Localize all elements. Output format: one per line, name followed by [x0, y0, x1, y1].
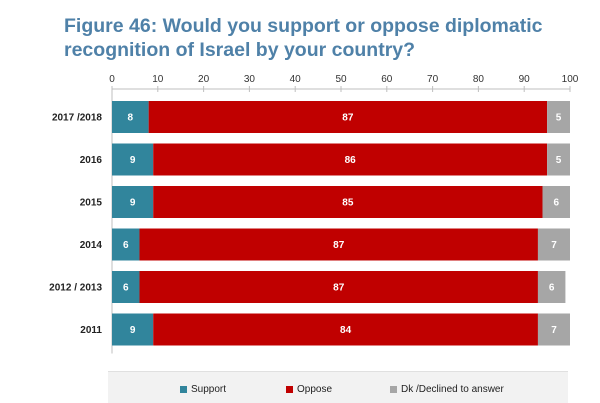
data-label: 5: [556, 113, 562, 124]
data-label: 7: [551, 325, 557, 336]
bar-segment-dk-declined-to-answer: [547, 101, 570, 133]
bar-segment-dk-declined-to-answer: [537, 228, 570, 261]
legend-item-support: Support: [180, 384, 226, 395]
bar-segment-oppose: [153, 186, 543, 218]
data-label: 5: [556, 155, 562, 166]
y-axis: 2017 /2018 2016 2015 2014 2012 / 2013 2011: [49, 89, 113, 354]
x-tick-label: 50: [335, 74, 347, 85]
bar-segment-oppose: [139, 271, 538, 303]
chart-title-line-1: Figure 46: Would you support or oppose d…: [64, 15, 543, 37]
bar-segment-dk-declined-to-answer: [547, 143, 570, 176]
legend-swatch-oppose: [286, 386, 293, 393]
data-label: 85: [342, 198, 354, 209]
x-tick-label: 100: [562, 74, 579, 85]
bar-segment-dk-declined-to-answer: [537, 271, 566, 303]
x-tick-label: 40: [290, 74, 302, 85]
legend-item-dk: Dk /Declined to answer: [390, 384, 504, 395]
x-tick-label: 10: [152, 74, 164, 85]
bar-segment-dk-declined-to-answer: [537, 313, 570, 346]
legend-swatch-dk: [390, 386, 397, 393]
bar-segment-oppose: [139, 228, 538, 261]
data-label: 87: [333, 283, 345, 294]
x-tick-label: 0: [109, 74, 115, 85]
data-label: 9: [130, 325, 136, 336]
category-label: 2011: [80, 325, 102, 336]
bar-segment-oppose: [148, 101, 548, 133]
bar-segment-support: [112, 101, 149, 133]
legend: Support Oppose Dk /Declined to answer: [108, 371, 568, 403]
legend-swatch-support: [180, 386, 187, 393]
bar-segment-oppose: [153, 313, 538, 346]
category-label: 2014: [80, 240, 103, 251]
category-label: 2016: [80, 155, 103, 166]
bar-segment-support: [112, 228, 140, 261]
bar-segment-support: [112, 271, 140, 303]
chart-title: Figure 46: Would you support or oppose d…: [64, 14, 584, 62]
legend-label-dk: Dk /Declined to answer: [401, 384, 504, 395]
data-label: 7: [551, 240, 557, 251]
data-label: 9: [130, 198, 136, 209]
data-label: 87: [342, 113, 354, 124]
data-label: 84: [340, 325, 352, 336]
data-label: 6: [553, 198, 559, 209]
x-tick-label: 80: [473, 74, 485, 85]
x-tick-label: 70: [427, 74, 439, 85]
bar-segment-dk-declined-to-answer: [542, 186, 570, 218]
data-label: 8: [128, 113, 134, 124]
data-label: 6: [123, 283, 129, 294]
legend-label-support: Support: [191, 384, 227, 395]
data-label: 86: [345, 155, 357, 166]
bar-segment-oppose: [153, 143, 548, 176]
x-tick-label: 30: [244, 74, 256, 85]
data-label: 87: [333, 240, 345, 251]
category-label: 2012 / 2013: [49, 283, 102, 294]
category-label: 2015: [80, 198, 103, 209]
category-label: 2017 /2018: [52, 113, 102, 124]
bar-segment-support: [112, 143, 154, 176]
chart-title-line-2: recognition of Israel by your country?: [64, 39, 416, 61]
bars: 8 87 5 9 86 5 9 85 6 6 87 7 6 87 6 9 84 7: [112, 101, 570, 346]
bar-segment-support: [112, 313, 154, 346]
bar-segment-support: [112, 186, 154, 218]
x-axis: 0 10 20 30 40 50 60 70 80 90 100: [109, 74, 579, 92]
legend-item-oppose: Oppose: [286, 384, 332, 395]
x-tick-label: 20: [198, 74, 210, 85]
data-label: 6: [123, 240, 129, 251]
x-tick-label: 60: [381, 74, 393, 85]
data-label: 6: [549, 283, 555, 294]
stacked-bar-chart: 0 10 20 30 40 50 60 70 80 90 100 2017 /20182016201…: [49, 74, 579, 354]
x-tick-label: 90: [519, 74, 531, 85]
legend-label-oppose: Oppose: [297, 384, 333, 395]
data-label: 9: [130, 155, 136, 166]
